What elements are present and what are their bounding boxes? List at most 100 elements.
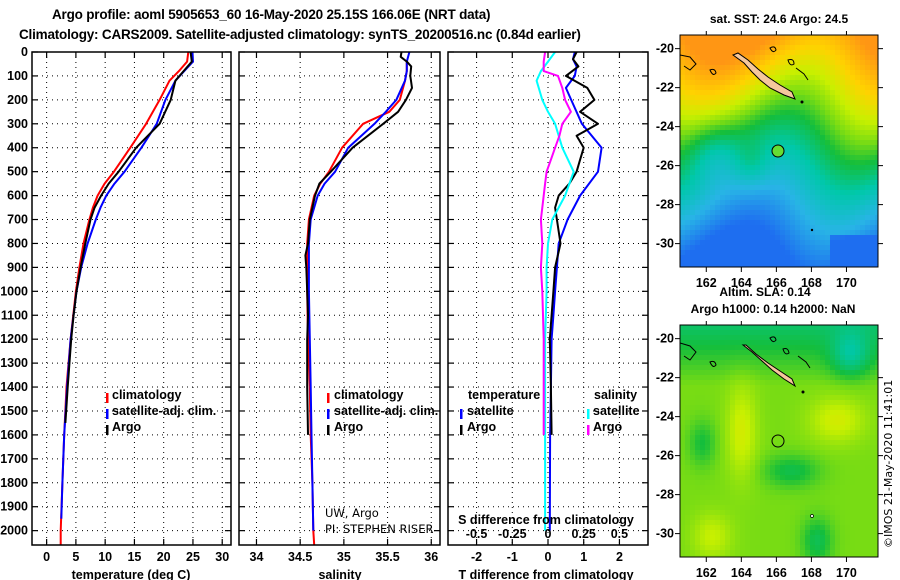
- map-cell: [840, 225, 845, 230]
- map-cell: [805, 170, 810, 175]
- map-cell: [855, 185, 860, 190]
- map-cell: [690, 525, 695, 530]
- map-cell: [815, 120, 820, 125]
- map-cell: [835, 100, 840, 105]
- map-cell: [865, 240, 870, 245]
- map-cell: [765, 195, 770, 200]
- map-cell: [695, 460, 700, 465]
- map-cell: [720, 245, 725, 250]
- map-cell: [685, 555, 690, 557]
- map-cell: [815, 245, 820, 250]
- map-cell: [680, 425, 685, 430]
- map-cell: [835, 130, 840, 135]
- map-cell: [825, 180, 830, 185]
- map-cell: [750, 420, 755, 425]
- map-cell: [780, 265, 785, 267]
- map-cell: [770, 40, 775, 45]
- map-cell: [695, 130, 700, 135]
- map-cell: [830, 515, 835, 520]
- map-cell: [730, 415, 735, 420]
- map-cell: [680, 50, 685, 55]
- map-cell: [695, 355, 700, 360]
- map-cell: [865, 340, 870, 345]
- map-cell: [735, 160, 740, 165]
- map-cell: [680, 545, 685, 550]
- map-cell: [740, 325, 745, 330]
- map-cell: [700, 535, 705, 540]
- map-cell: [730, 370, 735, 375]
- map-cell: [815, 430, 820, 435]
- map-cell: [750, 240, 755, 245]
- map-cell: [820, 80, 825, 85]
- map-cell: [720, 520, 725, 525]
- map-cell: [755, 165, 760, 170]
- map-cell: [865, 505, 870, 510]
- map-cell: [810, 245, 815, 250]
- x-tick-label: 20: [157, 550, 171, 564]
- map-cell: [695, 225, 700, 230]
- map-cell: [705, 145, 710, 150]
- map-cell: [685, 115, 690, 120]
- map-cell: [785, 390, 790, 395]
- map-cell: [720, 165, 725, 170]
- map-cell: [835, 185, 840, 190]
- map-cell: [790, 475, 795, 480]
- map-cell: [710, 175, 715, 180]
- map-cell: [840, 205, 845, 210]
- map-cell: [805, 60, 810, 65]
- map-cell: [725, 55, 730, 60]
- map-cell: [700, 385, 705, 390]
- x-tick-label: 1: [580, 550, 587, 564]
- x-tick-label: 34.5: [288, 550, 312, 564]
- map-cell: [860, 220, 865, 225]
- map-cell: [705, 65, 710, 70]
- map-cell: [725, 515, 730, 520]
- map-cell: [825, 225, 830, 230]
- map-cell: [720, 555, 725, 557]
- map-cell: [820, 355, 825, 360]
- map-cell: [875, 250, 878, 255]
- map-cell: [840, 335, 845, 340]
- map-cell: [725, 440, 730, 445]
- sla-map-title-line1: Altim. SLA: 0.14: [719, 285, 811, 299]
- map-cell: [775, 255, 780, 260]
- map-cell: [875, 265, 878, 267]
- map-cell: [720, 485, 725, 490]
- map-cell: [695, 110, 700, 115]
- map-cell: [700, 165, 705, 170]
- map-cell: [870, 255, 875, 260]
- map-cell: [790, 185, 795, 190]
- map-cell: [775, 420, 780, 425]
- map-cell: [745, 255, 750, 260]
- map-cell: [735, 380, 740, 385]
- map-cell: [815, 360, 820, 365]
- map-cell: [825, 65, 830, 70]
- map-cell: [720, 175, 725, 180]
- map-cell: [830, 485, 835, 490]
- legend-title-temperature: temperature: [468, 388, 540, 402]
- map-cell: [810, 155, 815, 160]
- map-cell: [860, 545, 865, 550]
- map-cell: [740, 435, 745, 440]
- map-cell: [840, 510, 845, 515]
- map-cell: [835, 555, 840, 557]
- map-cell: [725, 250, 730, 255]
- map-cell: [865, 520, 870, 525]
- map-cell: [805, 100, 810, 105]
- map-cell: [875, 415, 878, 420]
- s-diff-tick-label: 0: [545, 527, 552, 541]
- map-cell: [755, 330, 760, 335]
- salinity-legend: climatology satellite-adj. clim. Argo: [327, 388, 438, 435]
- map-cell: [865, 150, 870, 155]
- map-cell: [700, 340, 705, 345]
- map-cell: [765, 550, 770, 555]
- map-cell: [780, 475, 785, 480]
- map-cell: [735, 410, 740, 415]
- map-cell: [690, 95, 695, 100]
- map-cell: [810, 360, 815, 365]
- map-cell: [840, 545, 845, 550]
- series-line-argo: [64, 52, 193, 423]
- map-cell: [825, 470, 830, 475]
- map-cell: [840, 460, 845, 465]
